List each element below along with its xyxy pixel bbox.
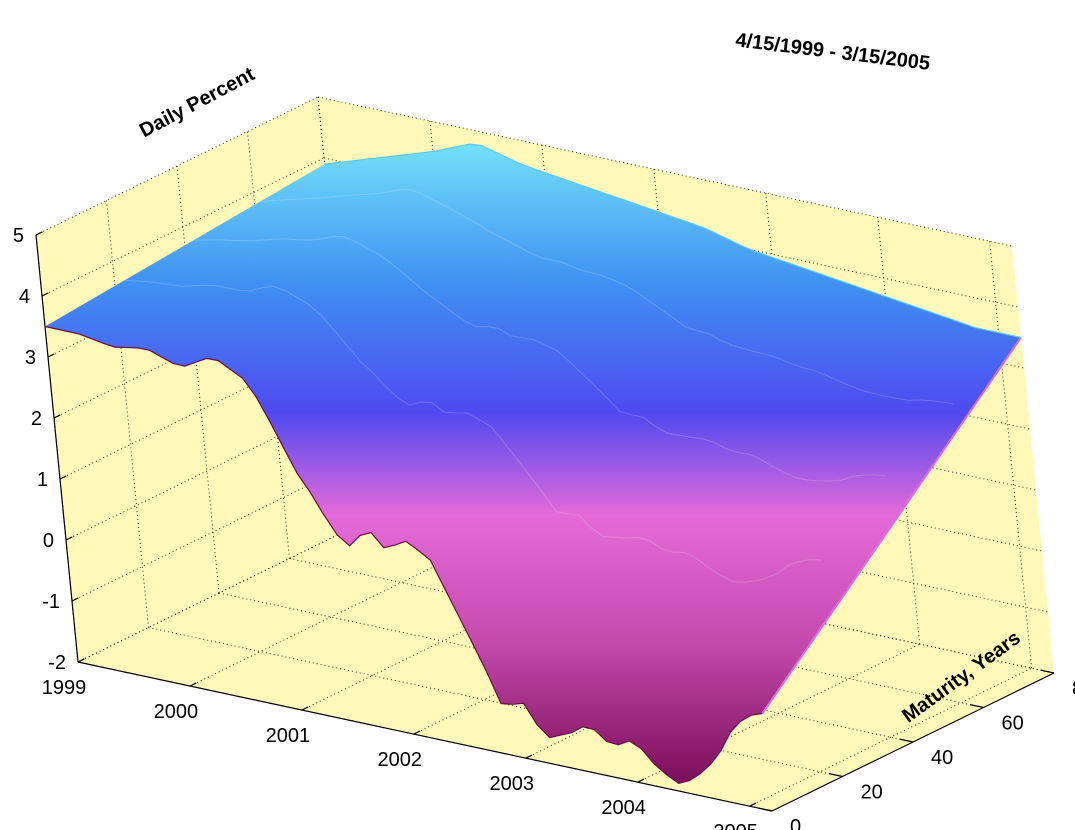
grid-line <box>749 667 1032 807</box>
x-tick-mark <box>749 802 757 807</box>
z-tick-mark <box>35 231 43 236</box>
surface-far-edge <box>324 143 1022 339</box>
grid-line <box>77 523 361 663</box>
grid-line <box>59 340 343 480</box>
y-tick-mark <box>828 773 843 778</box>
z-tick-mark <box>65 536 73 541</box>
y-tick-label: 40 <box>931 747 953 769</box>
x-tick-mark <box>637 778 645 783</box>
z-axis-line <box>35 234 79 663</box>
y-tick-label: 20 <box>861 782 883 804</box>
z-tick-mark <box>41 292 49 297</box>
yield-surface <box>44 143 1022 785</box>
surface-ridge-line <box>254 188 954 405</box>
y-tick-label: 60 <box>1002 713 1024 735</box>
z-tick-mark <box>71 597 79 602</box>
x-tick-mark <box>189 682 197 687</box>
x-tick-label: 2001 <box>266 725 311 747</box>
grid-line <box>41 157 325 297</box>
grid-line <box>189 547 473 687</box>
y-tick-label: 80 <box>1072 678 1075 700</box>
grid-line <box>71 462 355 602</box>
x-tick-label: 2000 <box>154 701 199 723</box>
z-tick-label: 0 <box>43 530 54 552</box>
z-tick-label: -2 <box>48 652 66 674</box>
y-tick-mark <box>969 704 984 709</box>
y-tick-labels: 0 20 40 60 80 <box>790 678 1075 830</box>
surface-near-edge <box>44 325 763 785</box>
x-tick-label: 2004 <box>601 797 646 819</box>
chart-title: 4/15/1999 - 3/15/2005 <box>734 29 931 75</box>
surface-ridge-line <box>114 279 822 583</box>
grid-line <box>35 96 319 236</box>
y-tick-label: 0 <box>790 816 801 830</box>
x-tick-mark <box>413 730 421 735</box>
surface-right-edge <box>761 336 1022 714</box>
x-tick-labels: 1999 2000 2001 2002 2003 2004 2005 <box>42 677 758 830</box>
z-tick-label: 3 <box>25 347 36 369</box>
z-tick-label: -1 <box>42 591 60 613</box>
z-tick-label: 5 <box>13 225 24 247</box>
x-axis-line <box>77 661 773 812</box>
z-tick-mark <box>59 475 67 480</box>
x-tick-mark <box>525 754 533 759</box>
z-tick-mark <box>47 353 55 358</box>
surface-body <box>45 144 1021 784</box>
z-tick-label: 1 <box>37 469 48 491</box>
z-axis-label: Daily Percent <box>136 63 259 142</box>
x-tick-label: 2005 <box>713 821 758 830</box>
grid-line <box>65 401 349 541</box>
x-tick-label: 2002 <box>378 749 423 771</box>
x-tick-mark <box>301 706 309 711</box>
z-tick-labels: -2 -1 0 1 2 3 4 5 <box>13 225 66 674</box>
y-tick-mark <box>758 807 773 812</box>
axis-lines <box>35 231 1055 812</box>
z-tick-mark <box>53 414 61 419</box>
z-tick-label: 2 <box>31 408 42 430</box>
surface-ridge-line <box>184 235 887 482</box>
y-tick-mark <box>899 738 914 743</box>
x-tick-label: 2003 <box>489 773 534 795</box>
z-tick-label: 4 <box>19 286 30 308</box>
z-tick-mark <box>77 658 85 663</box>
x-tick-label: 1999 <box>42 677 87 699</box>
y-tick-mark <box>1040 669 1055 674</box>
